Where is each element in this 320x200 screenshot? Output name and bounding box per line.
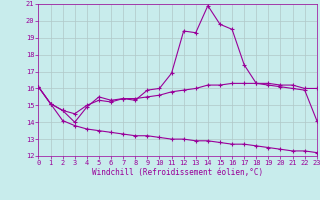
X-axis label: Windchill (Refroidissement éolien,°C): Windchill (Refroidissement éolien,°C) bbox=[92, 168, 263, 177]
